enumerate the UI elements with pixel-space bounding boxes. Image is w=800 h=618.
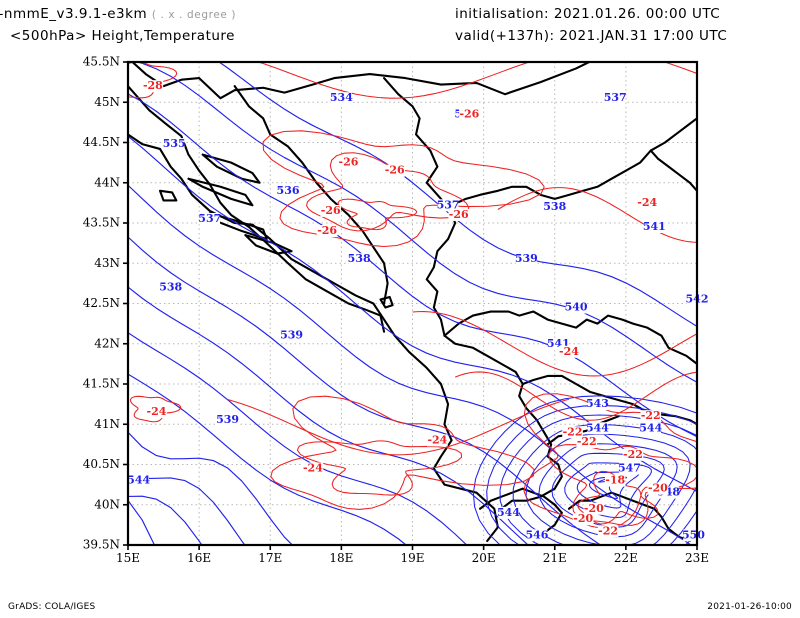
height-contour-label: 544	[586, 421, 609, 434]
contour-label-layer: 5345355355365375375375385385385395395395…	[127, 79, 708, 542]
y-tick-label: 39.5N	[83, 538, 120, 552]
height-contour-label: 534	[330, 91, 353, 104]
valid-time: valid(+137h): 2021.JAN.31 17:00 UTC	[455, 28, 728, 44]
temperature-contour-label: -22	[623, 448, 643, 461]
x-tick-label: 15E	[116, 551, 140, 565]
temperature-contour-label: -26	[459, 107, 479, 120]
height-contour-label: 537	[604, 91, 627, 104]
temperature-contour-label: -18	[605, 474, 625, 487]
height-contour-label: 544	[127, 474, 150, 487]
y-tick-label: 40N	[94, 497, 120, 511]
temperature-contour-label: -24	[637, 196, 657, 209]
x-tick-label: 22E	[614, 551, 638, 565]
height-contour-label: 540	[565, 301, 588, 314]
temperature-contour-label: -22	[641, 409, 661, 422]
temperature-contour-label: -24	[303, 462, 323, 475]
field-title: <500hPa> Height,Temperature	[10, 28, 235, 44]
x-tick-label: 17E	[258, 551, 282, 565]
y-tick-label: 43.5N	[83, 216, 120, 230]
x-tick-label: 20E	[472, 551, 496, 565]
height-contour-label: 547	[618, 462, 641, 475]
height-contour-label: 538	[159, 280, 182, 293]
temperature-contour-label: -20	[584, 502, 604, 515]
temperature-contour-label: -22	[577, 435, 597, 448]
temperature-contour-label: -28	[143, 79, 163, 92]
y-tick-label: 44N	[94, 175, 120, 189]
y-tick-label: 43N	[94, 256, 120, 270]
model-name: f-nmmE_v3.9.1-e3km	[0, 6, 148, 22]
y-tick-label: 45N	[94, 95, 120, 109]
height-contour-label: 544	[497, 506, 520, 519]
height-contour-label: 535	[163, 137, 186, 150]
temperature-contour-label: -24	[147, 405, 167, 418]
temperature-contour-label: -26	[321, 204, 341, 217]
footer-credit: GrADS: COLA/IGES	[8, 602, 96, 612]
y-tick-label: 45.5N	[83, 55, 120, 69]
temperature-contour-label: -26	[317, 224, 337, 237]
height-contour-label: 538	[348, 252, 371, 265]
height-contour-label: 544	[639, 421, 662, 434]
model-title: f-nmmE_v3.9.1-e3km ( . x . degree )	[0, 6, 236, 22]
model-units: ( . x . degree )	[151, 9, 237, 21]
initialisation-time: initialisation: 2021.01.26. 00:00 UTC	[455, 6, 721, 22]
temperature-contour-label: -24	[427, 433, 447, 446]
height-contour-label: 537	[437, 198, 460, 211]
height-contour-label: 550	[682, 528, 705, 541]
y-tick-label: 40.5N	[83, 457, 120, 471]
height-contour-label: 538	[543, 200, 566, 213]
temperature-contour-label: -26	[339, 156, 359, 169]
temperature-contour-label: -20	[648, 482, 668, 495]
temperature-contour-label: -22	[563, 425, 583, 438]
temperature-contour-label: -22	[598, 524, 618, 537]
height-contour-label: 539	[216, 413, 239, 426]
axis-labels: 15E 16E 17E 18E 19E 20E 21E 22E 23E 39.5N 40N 40.5N…	[83, 55, 709, 565]
x-tick-label: 18E	[329, 551, 353, 565]
temperature-contour-label: -24	[559, 345, 579, 358]
coastline-layer	[128, 62, 697, 543]
temperature-contour-label: -20	[573, 512, 593, 525]
temperature-contour-label: -26	[385, 164, 405, 177]
height-contour-label: 537	[198, 212, 221, 225]
axis-ticks	[123, 61, 698, 550]
y-tick-label: 41N	[94, 417, 120, 431]
height-contour-label: 539	[280, 329, 303, 342]
height-contour-label: 539	[515, 252, 538, 265]
height-contour-label: 541	[643, 220, 666, 233]
x-tick-label: 21E	[543, 551, 567, 565]
height-contour-label: 543	[586, 397, 609, 410]
x-tick-label: 16E	[187, 551, 211, 565]
height-contour-label: 536	[277, 184, 300, 197]
y-tick-label: 44.5N	[83, 135, 120, 149]
y-tick-label: 42.5N	[83, 296, 120, 310]
temperature-contour-layer	[128, 62, 697, 529]
temperature-contour-label: -26	[449, 208, 469, 221]
x-tick-label: 23E	[685, 551, 709, 565]
footer-timestamp: 2021-01-26-10:00	[707, 602, 792, 612]
x-tick-label: 19E	[400, 551, 424, 565]
y-tick-label: 41.5N	[83, 377, 120, 391]
y-tick-label: 42N	[94, 336, 120, 350]
height-contour-label: 546	[525, 528, 548, 541]
